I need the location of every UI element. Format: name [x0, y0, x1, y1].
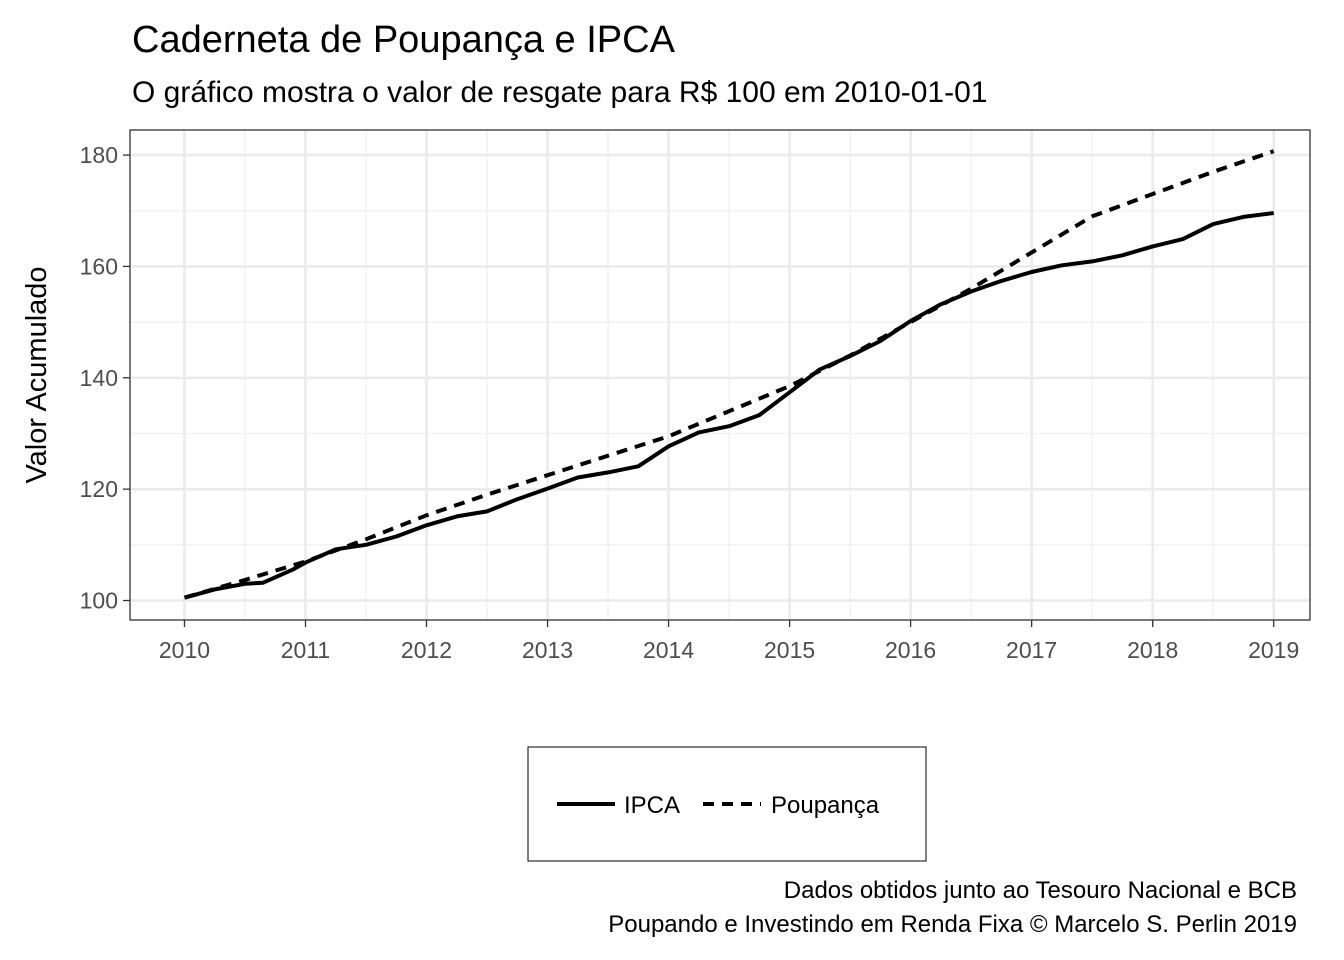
- x-tick-label: 2012: [401, 637, 452, 663]
- chart-title: Caderneta de Poupança e IPCA: [132, 19, 676, 61]
- series-line-ipca: [183, 211, 1274, 600]
- caption-line-2: Poupando e Investindo em Renda Fixa © Ma…: [608, 911, 1297, 938]
- x-tick-label: 2019: [1248, 637, 1299, 663]
- y-tick-label: 100: [80, 588, 118, 614]
- chart-subtitle: O gráfico mostra o valor de resgate para…: [132, 76, 987, 109]
- y-axis: 100 120 140 160 180: [80, 142, 130, 614]
- x-tick-label: 2010: [159, 637, 210, 663]
- y-tick-label: 180: [80, 142, 118, 168]
- series-lines: [183, 149, 1275, 600]
- legend: IPCA Poupança: [527, 746, 927, 862]
- x-tick-label: 2015: [764, 637, 815, 663]
- y-tick-label: 160: [80, 253, 118, 279]
- x-tick-label: 2017: [1006, 637, 1057, 663]
- x-tick-label: 2013: [522, 637, 573, 663]
- y-axis-label: Valor Acumulado: [21, 266, 53, 483]
- series-line-poupanca: [183, 149, 1275, 600]
- y-tick-label: 140: [80, 365, 118, 391]
- x-tick-label: 2014: [643, 637, 694, 663]
- x-tick-label: 2011: [281, 637, 330, 663]
- x-tick-label: 2018: [1127, 637, 1178, 663]
- grid: [130, 130, 1310, 620]
- x-axis: 2010 2011 2012 2013 2014 2015 2016 2017 2018 2019: [159, 620, 1299, 663]
- plot-border: [129, 129, 1311, 621]
- x-tick-label: 2016: [885, 637, 936, 663]
- legend-label-poupanca: Poupança: [771, 792, 880, 819]
- y-tick-label: 120: [80, 476, 118, 502]
- legend-label-ipca: IPCA: [624, 792, 680, 819]
- caption-line-1: Dados obtidos junto ao Tesouro Nacional …: [784, 877, 1297, 904]
